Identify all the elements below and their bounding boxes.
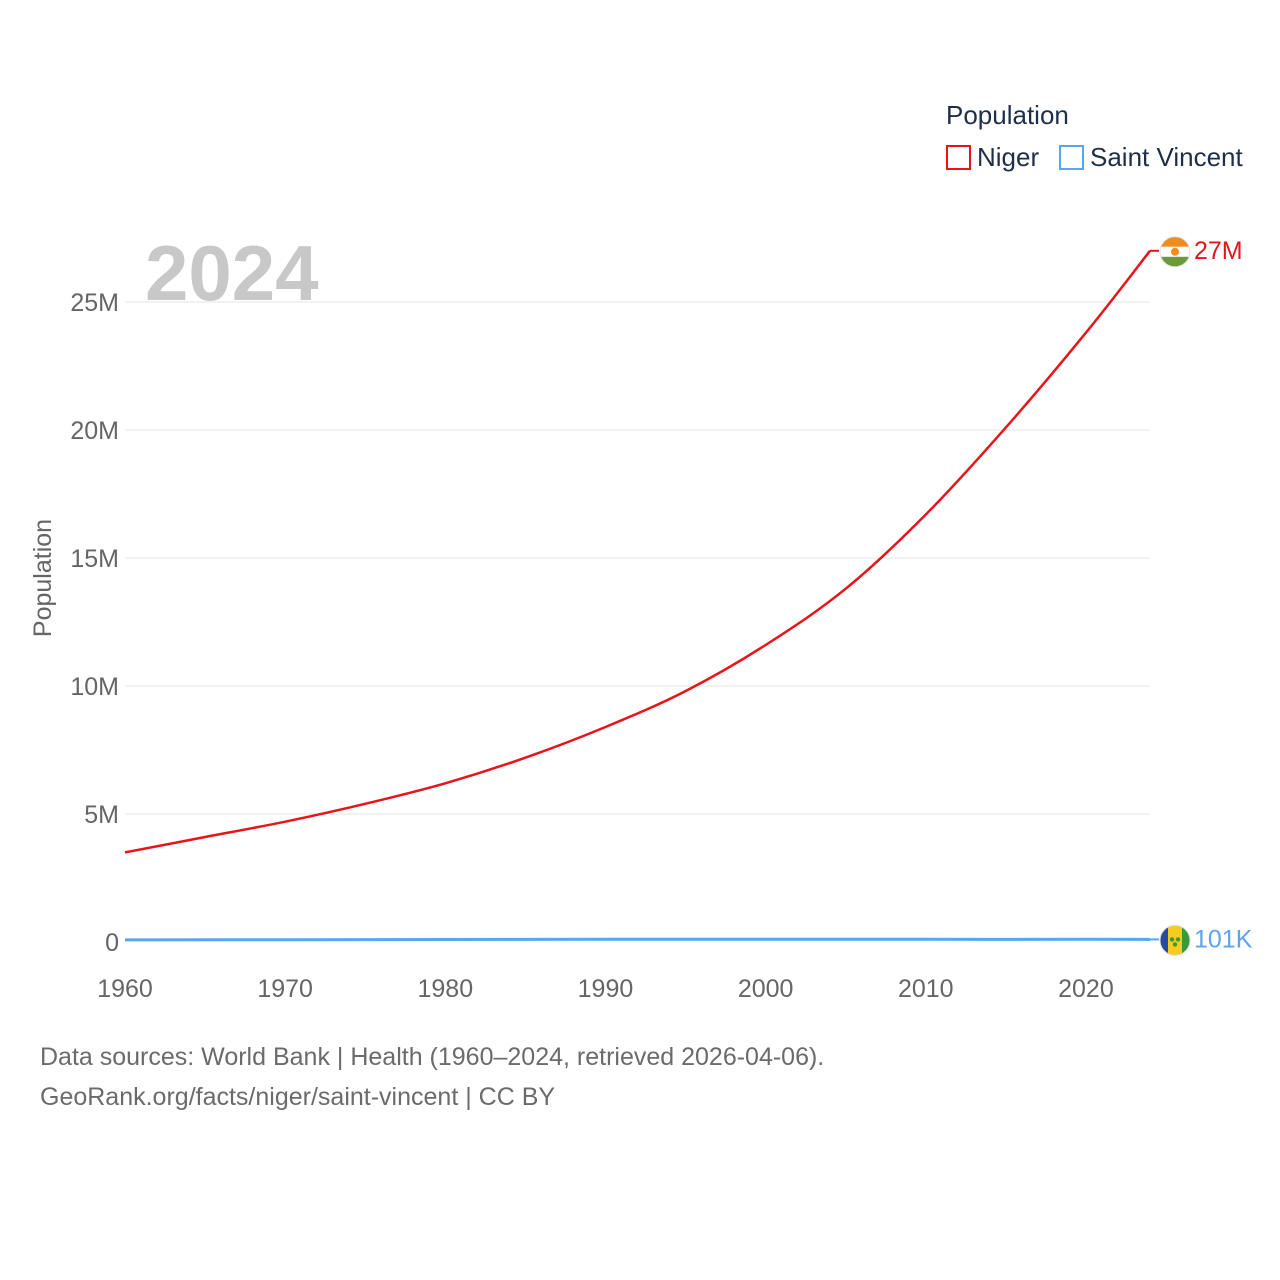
series-line-saint-vincent — [124, 937, 1151, 942]
x-tick-label: 2020 — [1058, 975, 1114, 1003]
flag-body — [1160, 236, 1190, 267]
flag-stripe — [1182, 925, 1190, 956]
x-tick-label: 1960 — [97, 975, 153, 1003]
end-value-label: 101K — [1194, 925, 1253, 953]
flag-sun — [1171, 247, 1179, 256]
saint-vincent-flag-icon — [1159, 924, 1191, 956]
flag-diamond — [1175, 937, 1181, 942]
y-tick-label: 0 — [105, 929, 119, 957]
flag-ring — [1159, 236, 1191, 268]
flag-diamond — [1172, 942, 1178, 947]
x-tick-label: 2000 — [738, 975, 794, 1003]
legend-label: Niger — [977, 142, 1039, 172]
x-tick-label: 1990 — [578, 975, 634, 1003]
y-tick-label: 5M — [84, 801, 119, 829]
series-line-niger — [124, 250, 1151, 854]
x-tick-label: 2010 — [898, 975, 954, 1003]
y-tick-label: 20M — [70, 417, 119, 445]
y-tick-label: 10M — [70, 673, 119, 701]
x-tick-label: 1980 — [418, 975, 474, 1003]
y-axis-label: Population — [29, 519, 57, 637]
flag-stripe — [1160, 256, 1190, 267]
legend-swatch — [1059, 145, 1084, 170]
flag-stripe — [1160, 925, 1168, 956]
data-sources-note: Data sources: World Bank | Health (1960–… — [40, 1043, 825, 1071]
end-value-label: 27M — [1194, 237, 1243, 265]
flag-ring — [1159, 924, 1191, 956]
flag-body — [1160, 925, 1190, 956]
flag-diamond — [1169, 937, 1175, 942]
x-tick-label: 1970 — [257, 975, 313, 1003]
legend-swatch — [946, 145, 971, 170]
attribution-credit: GeoRank.org/facts/niger/saint-vincent | … — [40, 1083, 556, 1111]
legend-title: Population — [946, 100, 1069, 130]
year-watermark: 2024 — [145, 229, 319, 317]
niger-flag-icon — [1159, 236, 1191, 268]
flag-stripe — [1168, 925, 1182, 956]
y-tick-label: 25M — [70, 289, 119, 317]
flag-stripe — [1160, 236, 1190, 247]
y-tick-label: 15M — [70, 545, 119, 573]
legend-label: Saint Vincent — [1090, 142, 1244, 172]
